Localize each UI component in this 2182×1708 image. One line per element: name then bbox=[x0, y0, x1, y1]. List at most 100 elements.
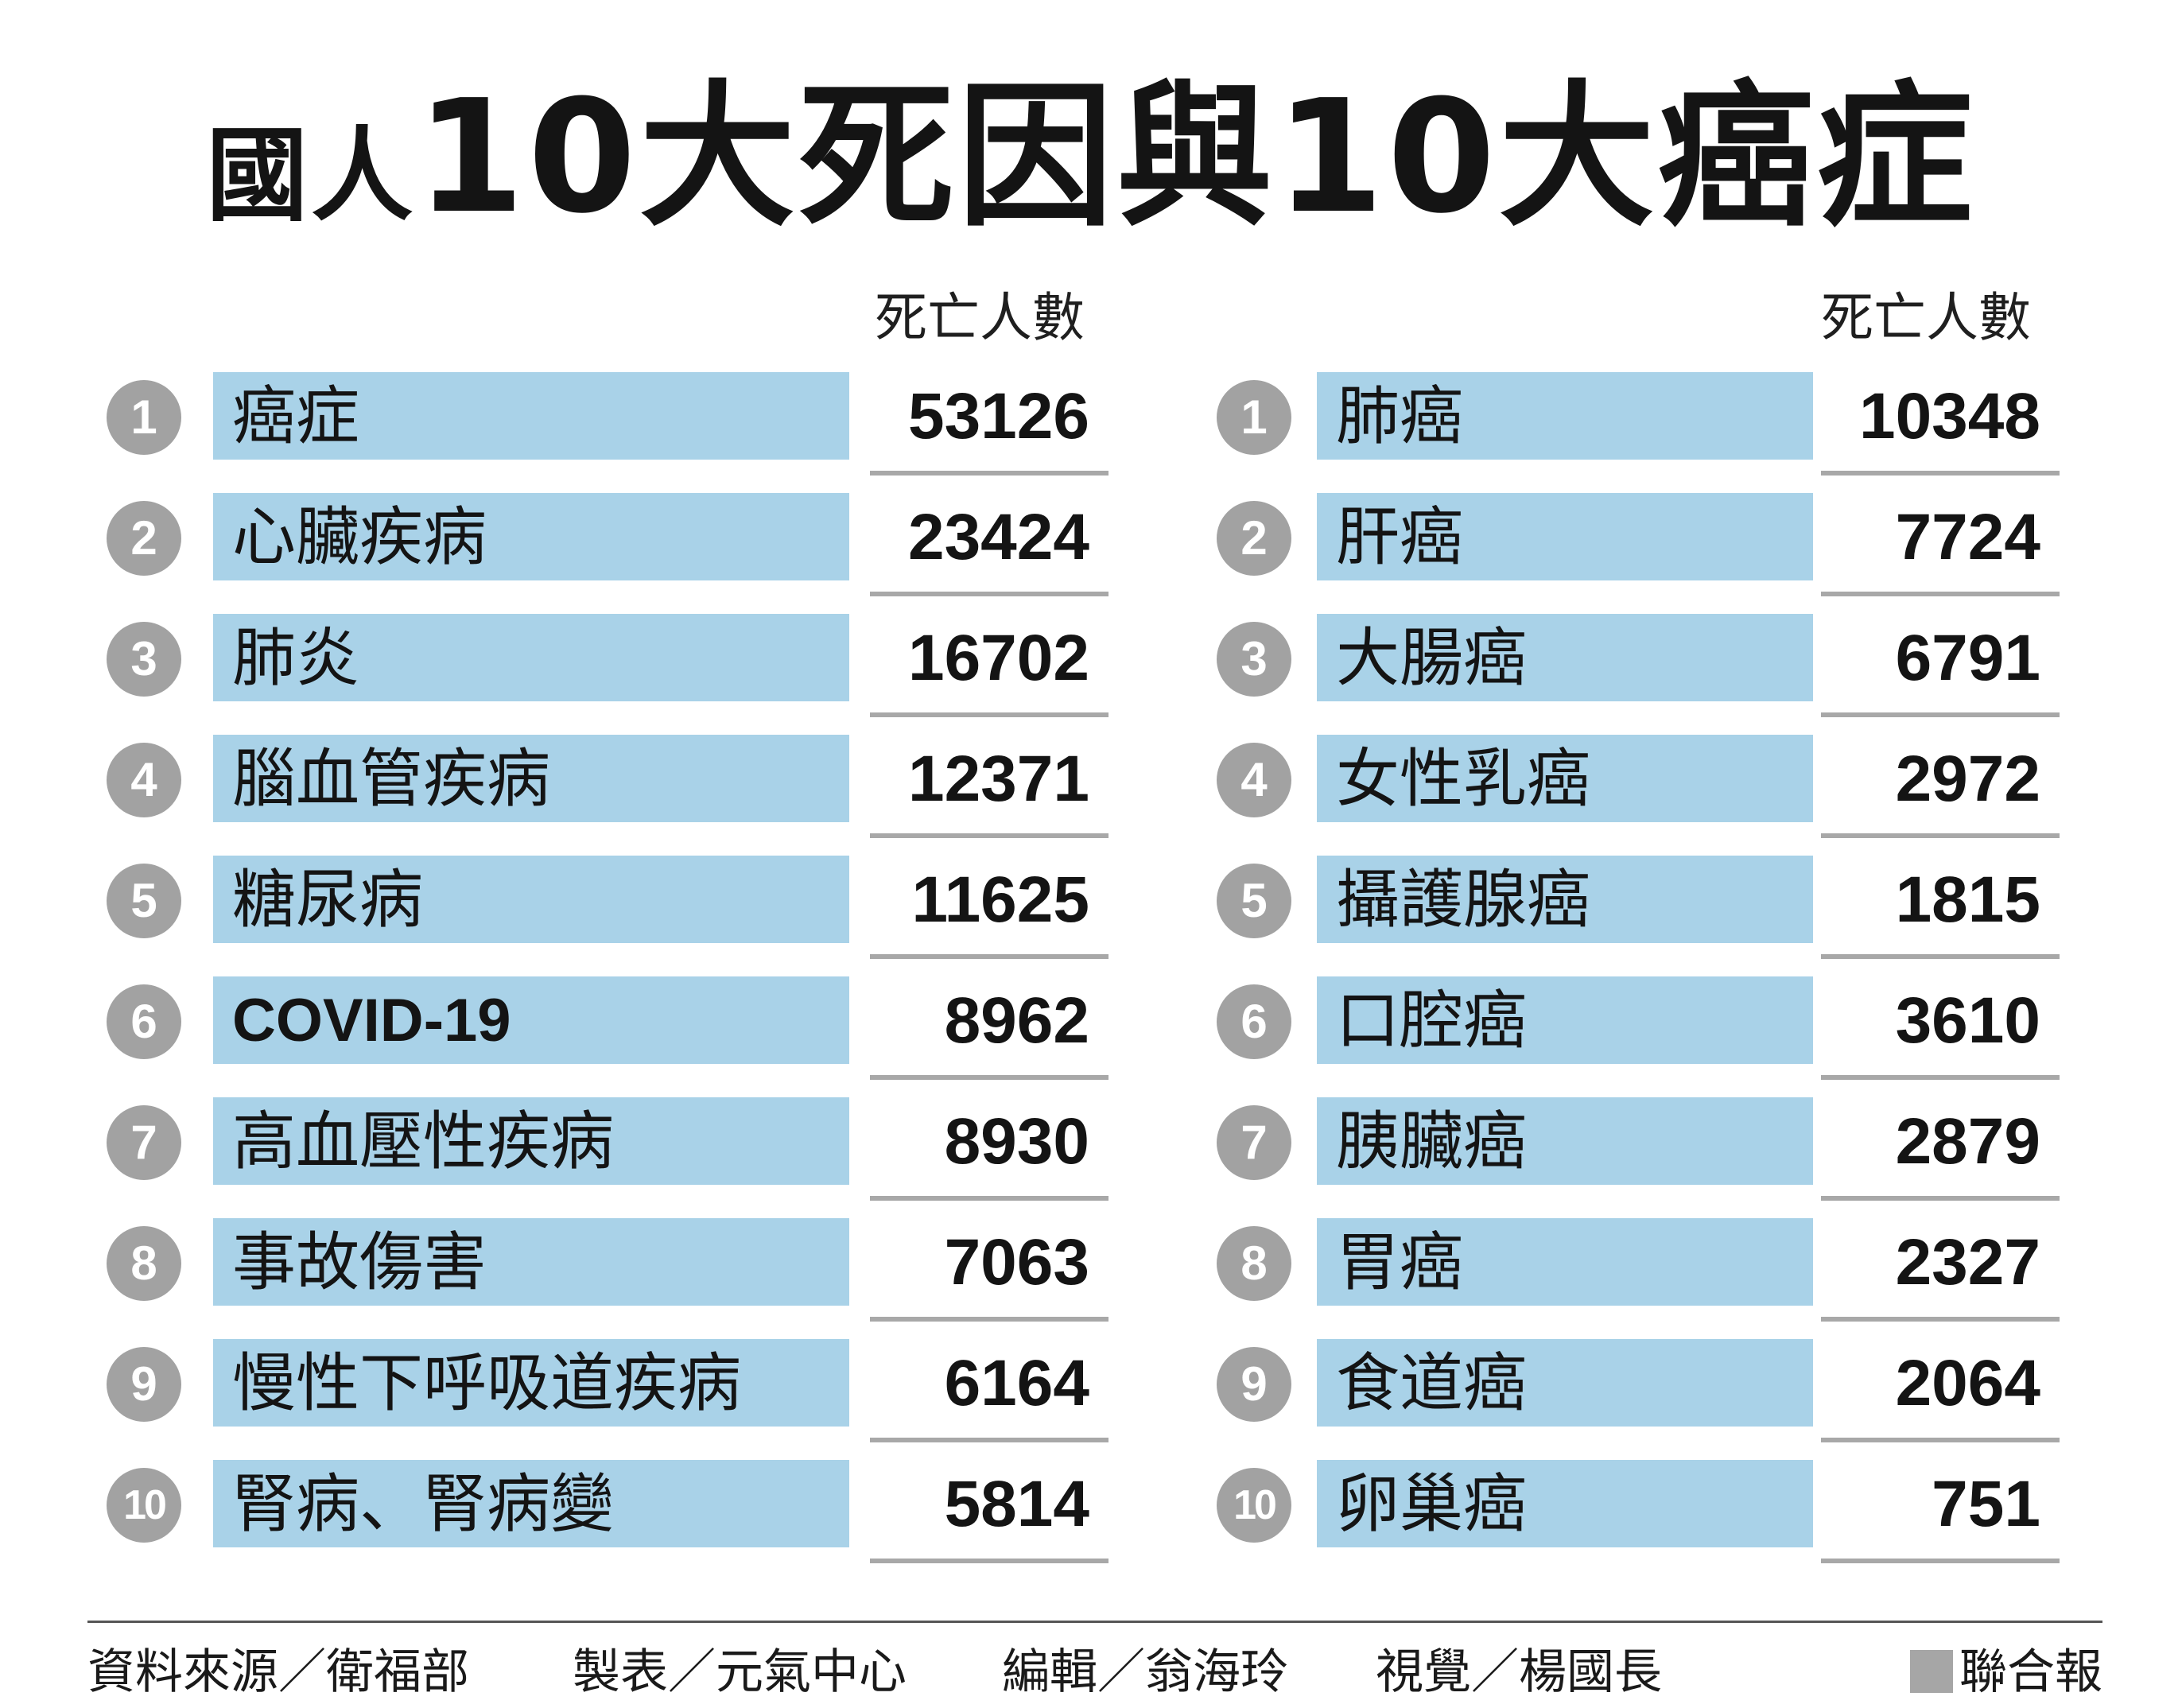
cause-row: 8 事故傷害 7063 bbox=[107, 1218, 1108, 1339]
cause-row: 7 高血壓性疾病 8930 bbox=[107, 1097, 1108, 1218]
death-count-value: 751 bbox=[1932, 1468, 2040, 1540]
value-underline bbox=[1821, 1075, 2060, 1080]
visual-credit: 視覺／楊國長 bbox=[1376, 1644, 1662, 1700]
cause-row: 4 腦血管疾病 12371 bbox=[107, 735, 1108, 856]
rank-badge: 5 bbox=[107, 864, 181, 938]
cause-label-bar bbox=[213, 493, 849, 580]
death-count-value: 8962 bbox=[944, 984, 1089, 1057]
death-count-value: 12371 bbox=[907, 743, 1089, 815]
footer-credits: 資料來源／衛福部 製表／元氣中心 編輯／翁海玲 視覺／楊國長 聯合報 bbox=[87, 1636, 2102, 1708]
value-underline bbox=[870, 1438, 1108, 1442]
rank-badge: 4 bbox=[107, 743, 181, 817]
cause-label-bar bbox=[213, 1339, 849, 1427]
cause-label: 肺炎 bbox=[232, 621, 359, 695]
editor-credit: 編輯／翁海玲 bbox=[1002, 1644, 1288, 1700]
cause-label: 腦血管疾病 bbox=[232, 742, 550, 816]
rank-badge: 9 bbox=[107, 1347, 181, 1422]
cause-row: 5 糖尿病 11625 bbox=[107, 856, 1108, 976]
value-underline bbox=[870, 1559, 1108, 1563]
table-credit: 製表／元氣中心 bbox=[573, 1644, 907, 1700]
footer-divider bbox=[87, 1621, 2102, 1623]
cancer-row: 9 食道癌 2064 bbox=[1217, 1339, 2182, 1460]
cause-label: COVID-19 bbox=[232, 987, 511, 1054]
cause-label: 糖尿病 bbox=[232, 863, 423, 937]
title-prefix: 國人 bbox=[206, 117, 417, 235]
value-underline bbox=[1821, 1438, 2060, 1442]
cancer-label-bar bbox=[1317, 735, 1813, 822]
value-underline bbox=[870, 1075, 1108, 1080]
death-count-value: 11625 bbox=[911, 864, 1090, 936]
source-credit: 資料來源／衛福部 bbox=[87, 1644, 469, 1700]
death-count-value: 3610 bbox=[1895, 984, 2040, 1057]
rank-badge: 3 bbox=[1217, 622, 1291, 697]
death-count-value: 6164 bbox=[944, 1347, 1089, 1419]
cancer-label: 胃癌 bbox=[1336, 1225, 1463, 1299]
value-underline bbox=[870, 1317, 1108, 1322]
cause-label-bar bbox=[213, 976, 849, 1064]
cancer-row: 7 胰臟癌 2879 bbox=[1217, 1097, 2182, 1218]
rank-badge: 2 bbox=[107, 501, 181, 576]
value-underline bbox=[1821, 1317, 2060, 1322]
death-count-value: 2327 bbox=[1895, 1226, 2040, 1298]
death-count-value: 2972 bbox=[1895, 743, 2040, 815]
rank-badge: 10 bbox=[1217, 1468, 1291, 1543]
death-count-value: 8930 bbox=[944, 1105, 1089, 1178]
cancer-row: 3 大腸癌 6791 bbox=[1217, 614, 2182, 735]
brand-square-icon bbox=[1910, 1650, 1953, 1694]
cancer-label: 卵巢癌 bbox=[1336, 1467, 1527, 1541]
cancer-row: 5 攝護腺癌 1815 bbox=[1217, 856, 2182, 976]
cause-label: 高血壓性疾病 bbox=[232, 1104, 614, 1178]
left-column-header: 死亡人數 bbox=[875, 287, 1085, 348]
cause-label-bar bbox=[213, 1097, 849, 1185]
value-underline bbox=[870, 592, 1108, 596]
death-count-value: 23424 bbox=[907, 501, 1089, 573]
cause-row: 2 心臟疾病 23424 bbox=[107, 493, 1108, 614]
cause-label-bar bbox=[213, 1218, 849, 1306]
title-main: 10大死因與10大癌症 bbox=[416, 67, 1976, 248]
rank-badge: 2 bbox=[1217, 501, 1291, 576]
cancer-row: 4 女性乳癌 2972 bbox=[1217, 735, 2182, 856]
value-underline bbox=[1821, 592, 2060, 596]
death-count-value: 6791 bbox=[1895, 622, 2040, 694]
cancer-label-bar bbox=[1317, 1460, 1813, 1547]
cancer-row: 10 卵巢癌 751 bbox=[1217, 1460, 2182, 1581]
rank-badge: 7 bbox=[107, 1105, 181, 1180]
cancer-row: 8 胃癌 2327 bbox=[1217, 1218, 2182, 1339]
death-count-value: 7724 bbox=[1895, 501, 2040, 573]
leading-causes-table: 1 癌症 53126 2 心臟疾病 23424 3 肺炎 16702 4 腦血管疾病 12371 5 糖尿… bbox=[107, 372, 1108, 1581]
cancer-label-bar bbox=[1317, 1097, 1813, 1185]
cause-row: 3 肺炎 16702 bbox=[107, 614, 1108, 735]
cancer-label: 口腔癌 bbox=[1336, 984, 1527, 1058]
cause-label: 腎病、腎病變 bbox=[232, 1467, 614, 1541]
cancer-row: 6 口腔癌 3610 bbox=[1217, 976, 2182, 1097]
cause-row: 9 慢性下呼吸道疾病 6164 bbox=[107, 1339, 1108, 1460]
rank-badge: 1 bbox=[1217, 380, 1291, 455]
right-column-header: 死亡人數 bbox=[1821, 287, 2031, 348]
cancer-label: 女性乳癌 bbox=[1336, 742, 1590, 816]
cancer-label-bar bbox=[1317, 1218, 1813, 1306]
death-count-value: 10348 bbox=[1858, 380, 2040, 452]
rank-badge: 9 bbox=[1217, 1347, 1291, 1422]
death-count-value: 16702 bbox=[907, 622, 1089, 694]
leading-cancers-table: 1 肺癌 10348 2 肝癌 7724 3 大腸癌 6791 4 女性乳癌 2972 5 攝護腺癌 181… bbox=[1217, 372, 2182, 1581]
rank-badge: 5 bbox=[1217, 864, 1291, 938]
cancer-label: 攝護腺癌 bbox=[1336, 863, 1590, 937]
cause-label-bar bbox=[213, 614, 849, 701]
value-underline bbox=[1821, 1196, 2060, 1201]
cause-row: 10 腎病、腎病變 5814 bbox=[107, 1460, 1108, 1581]
page-title: 國人10大死因與10大癌症 bbox=[0, 70, 2182, 264]
value-underline bbox=[870, 471, 1108, 476]
cancer-label-bar bbox=[1317, 1339, 1813, 1427]
brand-name: 聯合報 bbox=[1959, 1644, 2102, 1700]
value-underline bbox=[1821, 471, 2060, 476]
value-underline bbox=[1821, 712, 2060, 717]
publisher-brand: 聯合報 bbox=[1910, 1636, 2102, 1708]
rank-badge: 7 bbox=[1217, 1105, 1291, 1180]
cancer-label: 肝癌 bbox=[1336, 500, 1463, 574]
rank-badge: 10 bbox=[107, 1468, 181, 1543]
cancer-label-bar bbox=[1317, 614, 1813, 701]
cancer-label: 大腸癌 bbox=[1336, 621, 1527, 695]
cancer-label: 食道癌 bbox=[1336, 1346, 1527, 1420]
cause-label: 癌症 bbox=[232, 379, 359, 453]
death-count-value: 2064 bbox=[1895, 1347, 2040, 1419]
